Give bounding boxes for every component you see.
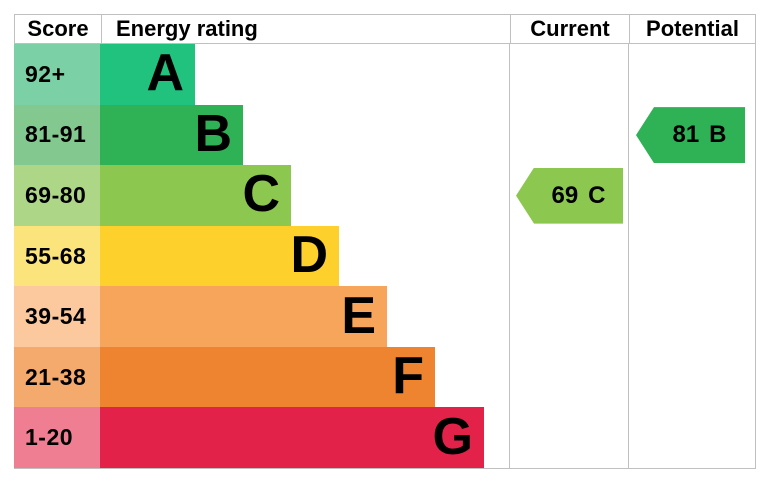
band-row-b: 81-91 B — [14, 104, 756, 166]
current-rating-arrow: 69 C — [516, 167, 623, 224]
band-letter-g: G — [432, 407, 473, 466]
score-range-g: 1-20 — [14, 407, 100, 469]
band-letter-b: B — [194, 104, 232, 163]
band-letter-c: C — [242, 165, 280, 224]
header-score: Score — [27, 16, 89, 41]
band-letter-e: E — [341, 286, 376, 345]
band-row-c: 69-80 C — [14, 165, 756, 226]
band-bar-f: F — [100, 346, 435, 408]
band-row-a: 92+ A — [14, 44, 756, 105]
band-bar-g: G — [100, 407, 484, 469]
score-range-b: 81-91 — [14, 104, 100, 166]
band-row-e: 39-54 E — [14, 286, 756, 347]
band-letter-f: F — [392, 347, 424, 406]
header-potential: Potential — [629, 15, 755, 43]
epc-energy-rating-chart: Score Energy rating Current Potential 92… — [14, 14, 756, 469]
band-row-g: 1-20 G — [14, 407, 756, 469]
band-letter-d: D — [290, 226, 328, 285]
table-header: Score Energy rating Current Potential — [14, 14, 756, 44]
current-score-value: 69 — [551, 181, 579, 209]
band-letter-a: A — [146, 44, 184, 103]
band-bar-b: B — [100, 104, 243, 166]
score-range-f: 21-38 — [14, 346, 100, 408]
score-range-e: 39-54 — [14, 286, 100, 347]
band-bar-a: A — [100, 44, 195, 105]
score-range-c: 69-80 — [14, 165, 100, 226]
header-energy-rating: Energy rating — [101, 15, 510, 43]
table-right-border — [755, 44, 756, 468]
potential-band-letter: B — [709, 121, 727, 149]
column-divider-potential — [628, 44, 629, 468]
column-divider-current — [509, 44, 510, 468]
band-bar-c: C — [100, 165, 291, 226]
band-row-d: 55-68 D — [14, 225, 756, 287]
potential-rating-arrow: 81 B — [636, 107, 745, 164]
band-bar-d: D — [100, 225, 339, 287]
chart-body: 92+ A 81-91 B 69-80 C 55-68 D 39-54 E 21-38 F 1-20 G — [14, 44, 756, 469]
potential-score-value: 81 — [672, 121, 700, 149]
band-bar-e: E — [100, 286, 387, 347]
header-current: Current — [510, 15, 629, 43]
band-row-f: 21-38 F — [14, 346, 756, 408]
score-range-a: 92+ — [14, 44, 100, 105]
score-range-d: 55-68 — [14, 225, 100, 287]
current-band-letter: C — [588, 181, 606, 209]
